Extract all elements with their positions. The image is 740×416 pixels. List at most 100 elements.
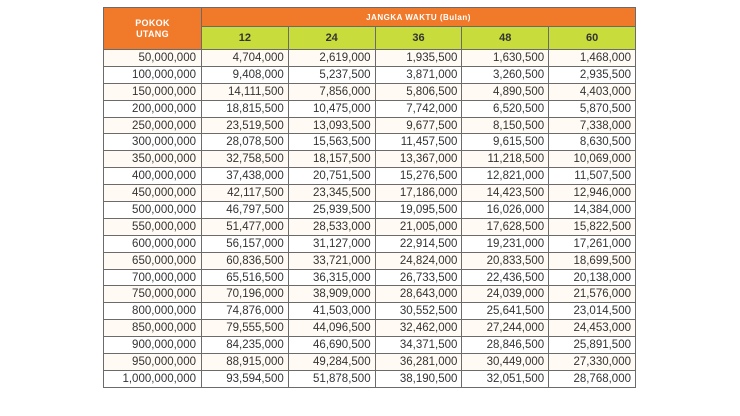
installment-cell: 7,338,000	[548, 116, 636, 135]
installment-cell: 32,051,500	[461, 369, 550, 388]
installment-cell: 15,563,500	[287, 133, 376, 152]
installment-cell: 5,870,500	[548, 99, 636, 118]
installment-cell: 34,371,500	[374, 336, 463, 355]
installment-cell: 30,449,000	[461, 353, 550, 371]
installment-cell: 93,594,500	[201, 369, 289, 388]
installment-cell: 1,468,000	[548, 49, 636, 67]
installment-cell: 31,127,000	[287, 234, 376, 253]
table-body: 50,000,000 4,704,000 2,619,000 1,935,500 1,6…	[103, 49, 636, 388]
installment-cell: 24,453,000	[548, 319, 636, 338]
installment-cell: 11,507,500	[548, 167, 636, 186]
installment-cell: 23,014,500	[548, 302, 636, 321]
installment-cell: 22,436,500	[461, 268, 550, 287]
installment-cell: 8,150,500	[461, 116, 550, 135]
installment-cell: 12,821,000	[461, 167, 550, 186]
installment-cell: 3,260,500	[461, 65, 550, 84]
principal-cell: 200,000,000	[103, 99, 202, 118]
installment-cell: 20,751,500	[287, 167, 376, 186]
loan-table-container: POKOK UTANG JANGKA WAKTU (Bulan) 12 24 36 4…	[103, 7, 636, 388]
installment-cell: 9,615,500	[461, 133, 550, 152]
month-header-36: 36	[374, 26, 463, 50]
installment-cell: 2,619,000	[287, 49, 376, 67]
installment-cell: 28,846,500	[461, 336, 550, 355]
installment-cell: 84,235,000	[201, 336, 289, 355]
installment-cell: 65,516,500	[201, 268, 289, 287]
installment-cell: 28,533,000	[287, 217, 376, 236]
installment-cell: 28,768,000	[548, 369, 636, 388]
installment-cell: 2,935,500	[548, 65, 636, 84]
table-row: 800,000,000 74,876,000 41,503,000 30,552,50…	[103, 302, 636, 321]
installment-cell: 28,643,000	[374, 285, 463, 304]
installment-cell: 79,555,500	[201, 319, 289, 338]
installment-cell: 25,891,500	[548, 336, 636, 355]
principal-cell: 400,000,000	[103, 167, 202, 186]
installment-cell: 46,797,500	[201, 201, 289, 219]
installment-cell: 11,218,500	[461, 150, 550, 169]
installment-cell: 21,005,000	[374, 217, 463, 236]
installment-cell: 9,677,500	[374, 116, 463, 135]
installment-cell: 24,039,000	[461, 285, 550, 304]
principal-cell: 50,000,000	[103, 49, 202, 67]
installment-cell: 8,630,500	[548, 133, 636, 152]
installment-cell: 11,457,500	[374, 133, 463, 152]
table-row: 400,000,000 37,438,000 20,751,500 15,276,50…	[103, 167, 636, 186]
installment-cell: 19,231,000	[461, 234, 550, 253]
installment-cell: 23,519,500	[201, 116, 289, 135]
table-row: 700,000,000 65,516,500 36,315,000 26,733,50…	[103, 268, 636, 287]
installment-cell: 49,284,500	[287, 353, 376, 371]
principal-cell: 800,000,000	[103, 302, 202, 321]
installment-cell: 44,096,500	[287, 319, 376, 338]
installment-cell: 51,477,000	[201, 217, 289, 236]
installment-cell: 4,890,500	[461, 82, 550, 101]
installment-cell: 18,699,500	[548, 251, 636, 270]
table-row: 900,000,000 84,235,000 46,690,500 34,371,50…	[103, 336, 636, 355]
principal-cell: 700,000,000	[103, 268, 202, 287]
installment-cell: 18,157,500	[287, 150, 376, 169]
installment-cell: 27,330,000	[548, 353, 636, 371]
principal-cell: 300,000,000	[103, 133, 202, 152]
installment-cell: 13,093,500	[287, 116, 376, 135]
installment-cell: 14,384,000	[548, 201, 636, 219]
principal-cell: 600,000,000	[103, 234, 202, 253]
pokok-utang-header: POKOK UTANG	[103, 7, 202, 50]
table-row: 500,000,000 46,797,500 25,939,500 19,095,50…	[103, 201, 636, 219]
principal-cell: 450,000,000	[103, 184, 202, 203]
installment-cell: 5,806,500	[374, 82, 463, 101]
principal-cell: 150,000,000	[103, 82, 202, 101]
installment-cell: 33,721,000	[287, 251, 376, 270]
installment-cell: 22,914,500	[374, 234, 463, 253]
installment-cell: 28,078,500	[201, 133, 289, 152]
month-header-60: 60	[548, 26, 636, 50]
table-row: 600,000,000 56,157,000 31,127,000 22,914,50…	[103, 234, 636, 253]
installment-cell: 4,403,000	[548, 82, 636, 101]
installment-cell: 15,822,500	[548, 217, 636, 236]
installment-cell: 7,856,000	[287, 82, 376, 101]
installment-cell: 17,186,000	[374, 184, 463, 203]
principal-cell: 850,000,000	[103, 319, 202, 338]
installment-cell: 10,475,000	[287, 99, 376, 118]
installment-cell: 41,503,000	[287, 302, 376, 321]
table-row: 300,000,000 28,078,500 15,563,500 11,457,50…	[103, 133, 636, 152]
installment-cell: 12,946,000	[548, 184, 636, 203]
installment-cell: 6,520,500	[461, 99, 550, 118]
installment-cell: 42,117,500	[201, 184, 289, 203]
installment-cell: 32,462,000	[374, 319, 463, 338]
principal-cell: 650,000,000	[103, 251, 202, 270]
table-row: 50,000,000 4,704,000 2,619,000 1,935,500 1,6…	[103, 49, 636, 67]
principal-cell: 100,000,000	[103, 65, 202, 84]
installment-cell: 25,641,500	[461, 302, 550, 321]
header-row-months: 12 24 36 48 60	[104, 26, 636, 50]
installment-cell: 9,408,000	[201, 65, 289, 84]
table-row: 450,000,000 42,117,500 23,345,500 17,186,00…	[103, 184, 636, 203]
table-row: 150,000,000 14,111,500 7,856,000 5,806,500 4…	[103, 82, 636, 101]
installment-cell: 1,935,500	[374, 49, 463, 67]
installment-cell: 88,915,000	[201, 353, 289, 371]
installment-cell: 20,138,000	[548, 268, 636, 287]
installment-cell: 4,704,000	[201, 49, 289, 67]
installment-cell: 37,438,000	[201, 167, 289, 186]
installment-cell: 3,871,000	[374, 65, 463, 84]
month-header-48: 48	[461, 26, 550, 50]
pokok-header-line1: POKOK	[135, 17, 170, 28]
installment-cell: 26,733,500	[374, 268, 463, 287]
installment-cell: 17,261,000	[548, 234, 636, 253]
